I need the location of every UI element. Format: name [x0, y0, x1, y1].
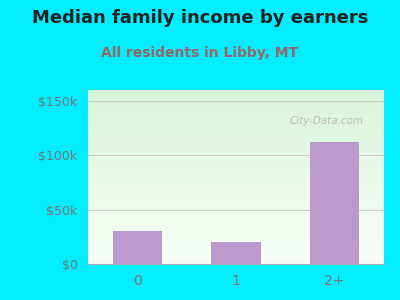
Text: Median family income by earners: Median family income by earners — [32, 9, 368, 27]
Bar — [310, 142, 359, 264]
Bar — [211, 242, 261, 264]
Text: City-Data.com: City-Data.com — [289, 116, 364, 126]
Bar — [113, 231, 162, 264]
Text: All residents in Libby, MT: All residents in Libby, MT — [102, 46, 298, 61]
